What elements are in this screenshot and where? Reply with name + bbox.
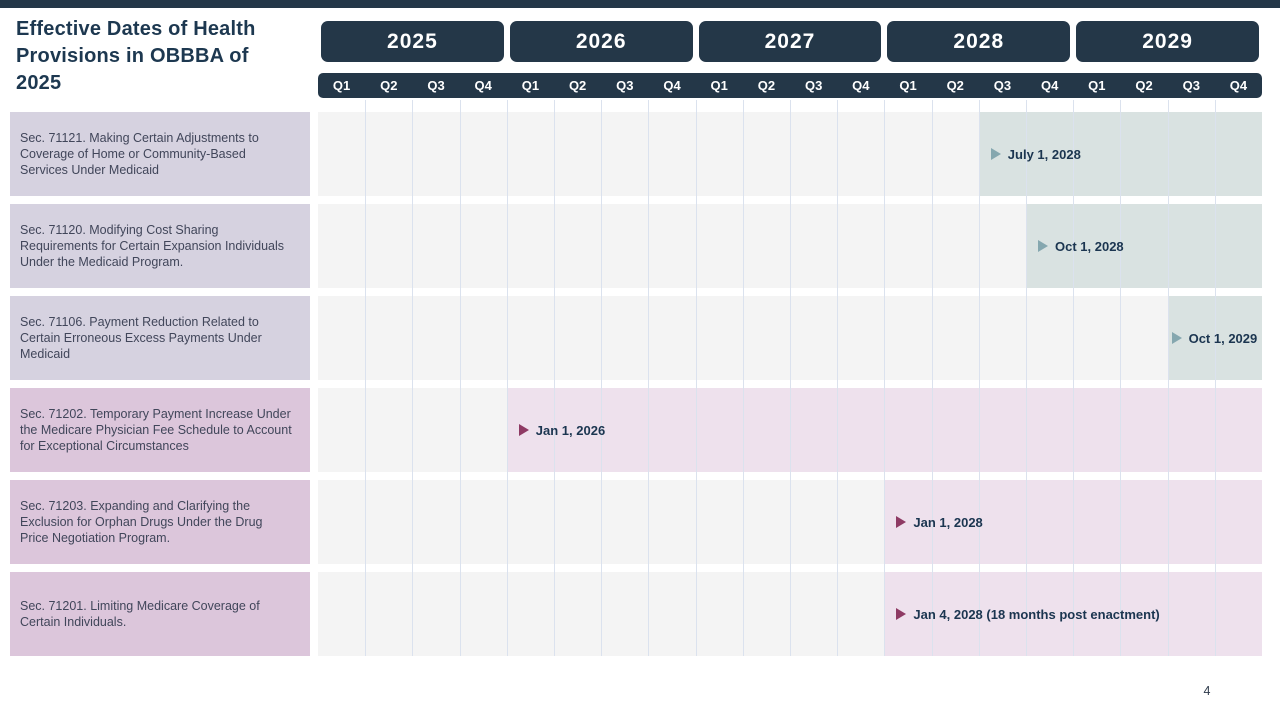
row-label: Sec. 71201. Limiting Medicare Coverage o… [10, 572, 310, 656]
quarter-label: Q1 [332, 78, 351, 93]
timeline-bar: Jan 1, 2028 [884, 480, 1262, 564]
timeline-bar: Oct 1, 2029 [1167, 296, 1262, 380]
quarter-label: Q2 [380, 78, 398, 93]
quarter-label: Q1 [710, 78, 728, 93]
effective-date-label: July 1, 2028 [1007, 146, 1081, 162]
gantt-row-71202: Sec. 71202. Temporary Payment Increase U… [10, 388, 1262, 472]
year-header-2026: 2026 [509, 21, 693, 62]
effective-date-label: Oct 1, 2028 [1055, 238, 1124, 254]
gantt-row-71120: Sec. 71120. Modifying Cost Sharing Requi… [10, 204, 1262, 288]
quarter-label: Q4 [1229, 78, 1248, 93]
row-label: Sec. 71120. Modifying Cost Sharing Requi… [10, 204, 310, 288]
quarter-label: Q3 [616, 78, 634, 93]
quarter-label: Q1 [899, 78, 917, 93]
effective-date-label: Oct 1, 2029 [1188, 330, 1258, 346]
row-track: July 1, 2028 [318, 112, 1262, 196]
quarter-label: Q3 [427, 78, 445, 93]
year-header-2028: 2028 [887, 21, 1071, 62]
effective-date-label: Jan 1, 2028 [913, 514, 983, 530]
quarter-label: Q4 [852, 78, 870, 93]
gantt-rows: Sec. 71121. Making Certain Adjustments t… [10, 112, 1262, 664]
quarter-label: Q3 [804, 78, 823, 93]
quarter-label: Q4 [663, 78, 681, 93]
start-marker-icon [896, 516, 907, 528]
row-track: Jan 1, 2028 [318, 480, 1262, 564]
timeline-bar: Jan 1, 2026 [506, 388, 1262, 472]
page-number: 4 [1203, 684, 1211, 698]
quarter-label: Q4 [474, 78, 492, 93]
row-track: Oct 1, 2029 [318, 296, 1262, 380]
quarter-label: Q2 [568, 78, 587, 93]
row-label: Sec. 71203. Expanding and Clarifying the… [10, 480, 310, 564]
start-marker-icon [896, 608, 907, 620]
top-accent-bar [0, 0, 1280, 8]
row-track: Jan 1, 2026 [318, 388, 1262, 472]
gantt-row-71201: Sec. 71201. Limiting Medicare Coverage o… [10, 572, 1262, 656]
quarter-label: Q3 [993, 78, 1012, 93]
year-header-2029: 2029 [1076, 21, 1259, 62]
year-header-2027: 2027 [698, 21, 882, 62]
quarter-label: Q2 [757, 78, 776, 93]
start-marker-icon [518, 424, 529, 436]
quarter-label: Q1 [521, 78, 540, 93]
effective-date-label: Jan 4, 2028 (18 months post enactment) [913, 606, 1160, 622]
page-title: Effective Dates of Health Provisions in … [16, 18, 256, 94]
timeline-bar: July 1, 2028 [978, 112, 1262, 196]
row-label: Sec. 71121. Making Certain Adjustments t… [10, 112, 310, 196]
row-track: Oct 1, 2028 [318, 204, 1262, 288]
quarter-label: Q3 [1182, 78, 1200, 93]
row-label: Sec. 71202. Temporary Payment Increase U… [10, 388, 310, 472]
quarter-label: Q2 [946, 78, 964, 93]
gantt-row-71203: Sec. 71203. Expanding and Clarifying the… [10, 480, 1262, 564]
gantt-row-71106: Sec. 71106. Payment Reduction Related to… [10, 296, 1262, 380]
start-marker-icon [1038, 240, 1048, 252]
start-marker-icon [1171, 332, 1182, 344]
timeline-bar: Oct 1, 2028 [1026, 204, 1262, 288]
year-header-row: 2025 2026 2027 2028 2029 [318, 21, 1262, 62]
quarter-label: Q4 [1040, 78, 1059, 93]
gantt-row-71121: Sec. 71121. Making Certain Adjustments t… [10, 112, 1262, 196]
timeline-bar: Jan 4, 2028 (18 months post enactment) [884, 572, 1262, 656]
row-track: Jan 4, 2028 (18 months post enactment) [318, 572, 1262, 656]
start-marker-icon [990, 148, 1001, 160]
year-header-2025: 2025 [321, 21, 504, 62]
quarter-label: Q1 [1088, 78, 1106, 93]
row-label: Sec. 71106. Payment Reduction Related to… [10, 296, 310, 380]
effective-date-label: Jan 1, 2026 [535, 422, 606, 438]
quarter-label: Q2 [1135, 78, 1153, 93]
quarter-header-strip: Q1 Q2 Q3 Q4 Q1 Q2 Q3 Q4 Q1 Q2 Q3 Q4 Q1 Q2 Q3 Q4 Q1 Q2 Q3 Q4 [318, 73, 1262, 98]
